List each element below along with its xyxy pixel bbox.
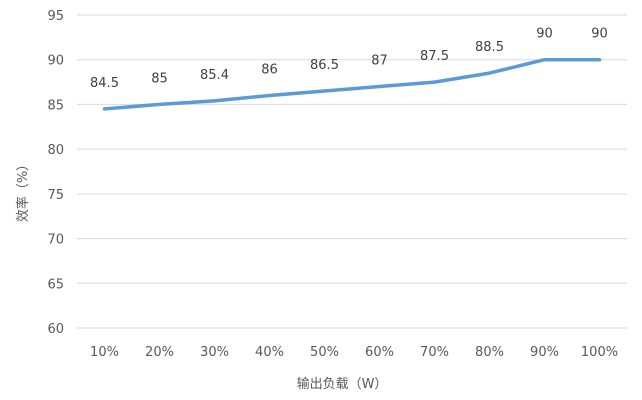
series-lines [102, 57, 602, 111]
y-tick-label: 75 [47, 188, 64, 203]
x-tick-label: 90% [530, 345, 559, 360]
data-label: 88.5 [475, 40, 504, 55]
y-tick-label: 85 [47, 98, 64, 113]
data-label: 87.5 [420, 49, 449, 64]
x-axis-tick-labels: 10% 20% 30% 40% 50% 60% 70% 80% 90% 100% [90, 345, 618, 360]
data-label: 85 [151, 71, 168, 86]
x-tick-label: 80% [475, 345, 504, 360]
y-tick-label: 70 [47, 233, 64, 248]
x-tick-label: 60% [365, 345, 394, 360]
y-axis-title: 效率（%） [15, 158, 31, 222]
y-axis-tick-labels: 60 65 70 75 80 85 90 95 [47, 9, 64, 337]
data-label: 85.4 [200, 68, 229, 83]
y-tick-label: 95 [47, 9, 64, 24]
y-tick-label: 60 [47, 322, 64, 337]
x-tick-label: 50% [310, 345, 339, 360]
y-tick-label: 80 [47, 143, 64, 158]
x-tick-label: 40% [255, 345, 284, 360]
data-labels: 84.5 85 85.4 86 86.5 87 87.5 88.5 90 90 [90, 27, 608, 91]
gridlines [77, 14, 627, 329]
data-label: 87 [371, 54, 388, 69]
data-label: 90 [591, 27, 608, 42]
x-tick-label: 70% [420, 345, 449, 360]
x-axis-title: 输出负载（W） [297, 376, 388, 392]
data-label: 90 [536, 27, 553, 42]
x-tick-label: 30% [200, 345, 229, 360]
y-tick-label: 65 [47, 277, 64, 292]
data-label: 84.5 [90, 76, 119, 91]
x-tick-label: 10% [90, 345, 119, 360]
y-tick-label: 90 [47, 54, 64, 69]
data-label: 86.5 [310, 58, 339, 73]
x-tick-label: 20% [145, 345, 174, 360]
x-tick-label: 100% [581, 345, 618, 360]
series-line [102, 57, 602, 111]
data-label: 86 [261, 62, 278, 77]
